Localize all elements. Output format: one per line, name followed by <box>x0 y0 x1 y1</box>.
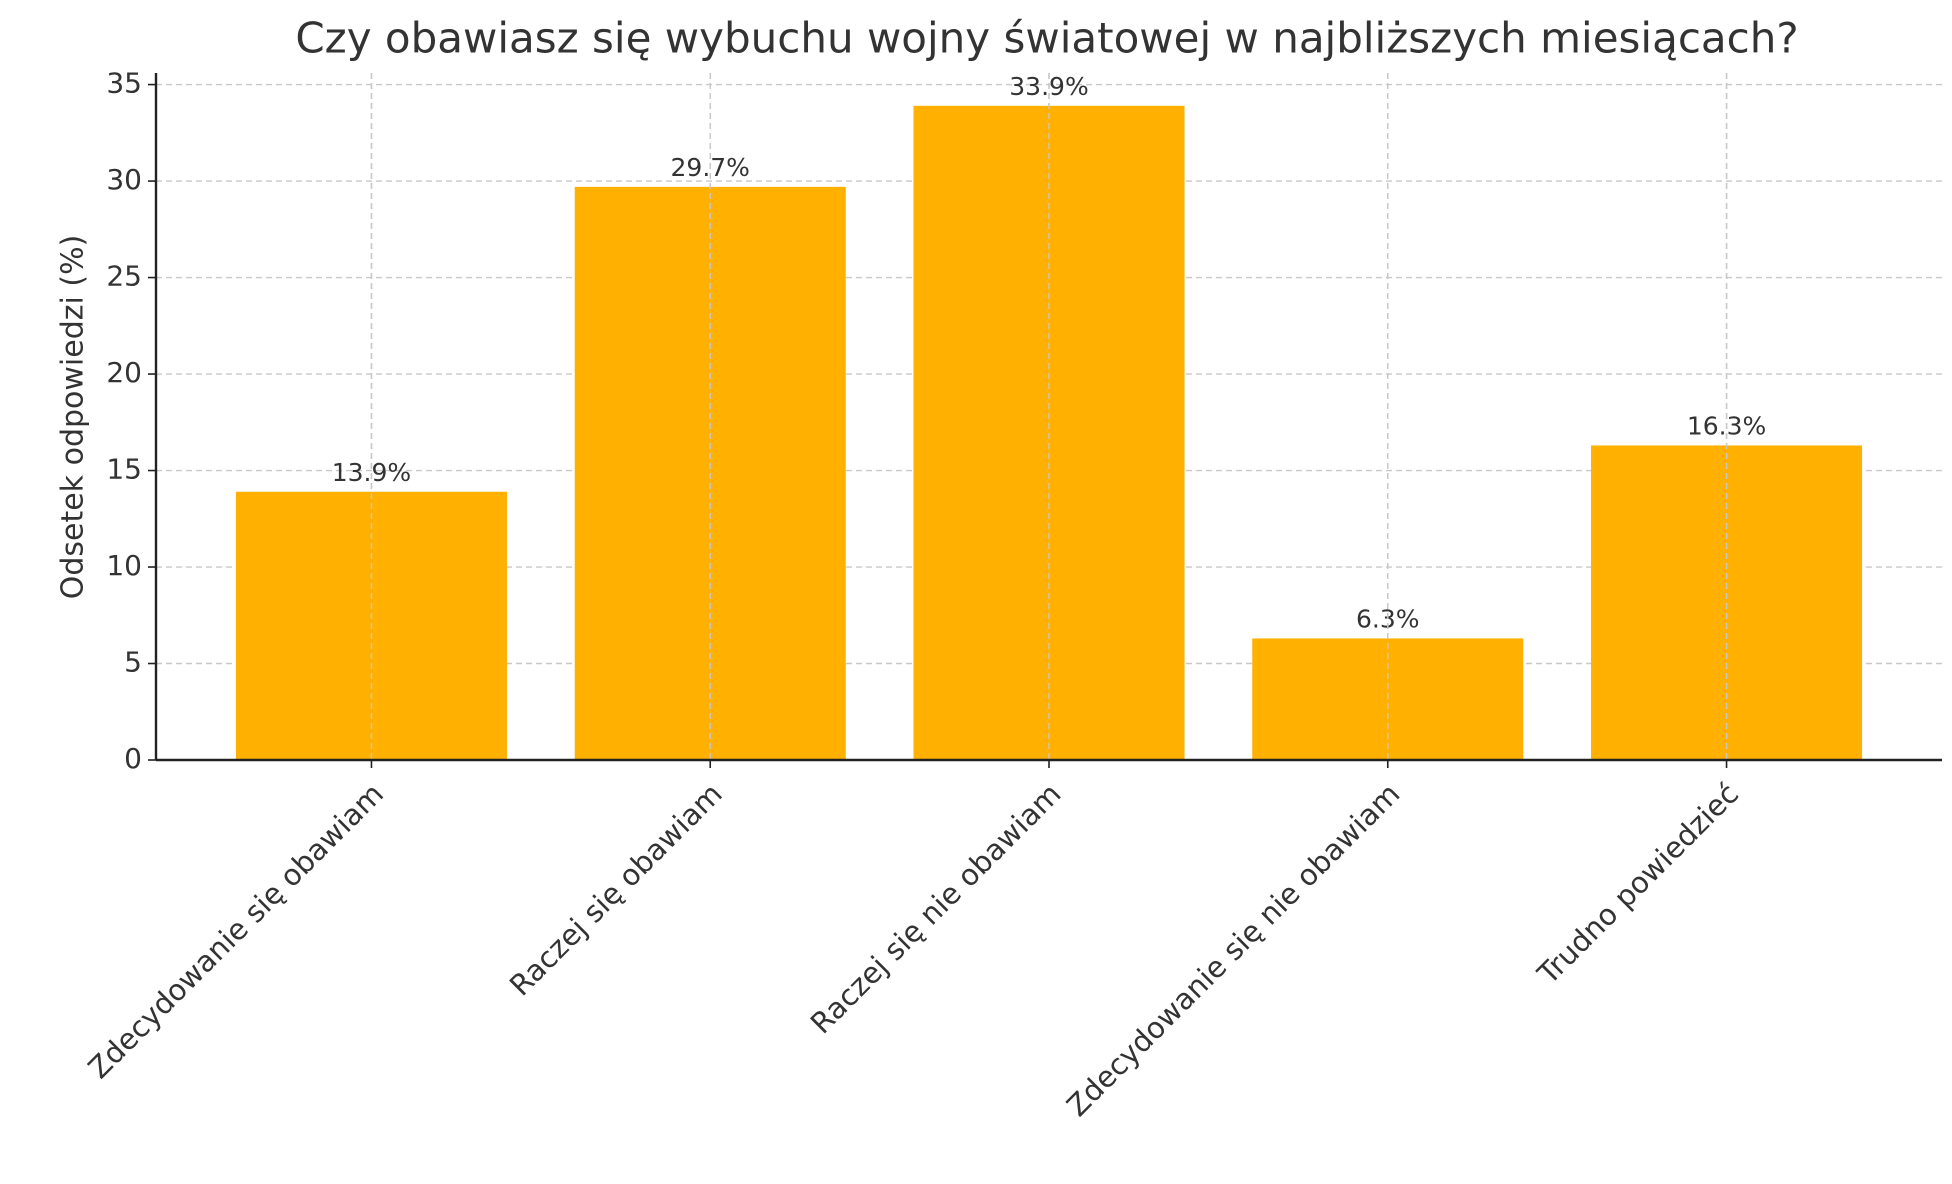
y-tick-label: 20 <box>106 356 142 389</box>
y-tick-label: 30 <box>106 163 142 196</box>
y-tick-label: 5 <box>124 646 142 679</box>
x-tick-label: Trudno powiedzieć <box>1530 777 1745 992</box>
value-label: 13.9% <box>332 458 411 487</box>
y-axis-label: Odsetek odpowiedzi (%) <box>56 235 91 600</box>
chart-title: Czy obawiasz się wybuchu wojny światowej… <box>295 14 1798 63</box>
y-tick-label: 10 <box>106 549 142 582</box>
y-tick-label: 35 <box>106 67 142 100</box>
y-tick-label: 0 <box>124 742 142 775</box>
x-tick-label: Zdecydowanie się nie obawiam <box>1060 777 1406 1123</box>
y-tick-label: 25 <box>106 260 142 293</box>
bar <box>1591 445 1863 760</box>
y-tick-label: 15 <box>106 453 142 486</box>
x-tick-label: Raczej się obawiam <box>503 777 729 1003</box>
x-tick-label: Raczej się nie obawiam <box>804 777 1068 1041</box>
x-tick-label: Zdecydowanie się obawiam <box>82 777 391 1086</box>
